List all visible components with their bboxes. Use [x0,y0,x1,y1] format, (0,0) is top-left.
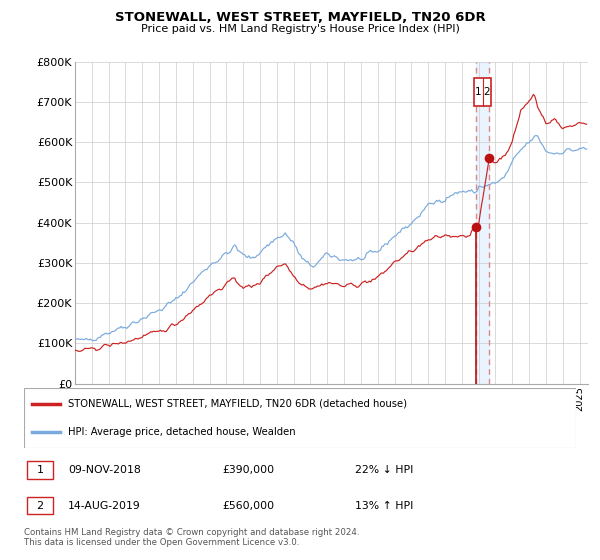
FancyBboxPatch shape [27,461,53,479]
Text: 22% ↓ HPI: 22% ↓ HPI [355,465,413,475]
Text: Price paid vs. HM Land Registry's House Price Index (HPI): Price paid vs. HM Land Registry's House … [140,24,460,34]
Text: 09-NOV-2018: 09-NOV-2018 [68,465,141,475]
FancyBboxPatch shape [27,497,53,515]
Text: 14-AUG-2019: 14-AUG-2019 [68,501,141,511]
FancyBboxPatch shape [24,388,576,448]
Text: 2: 2 [37,501,44,511]
Text: 13% ↑ HPI: 13% ↑ HPI [355,501,413,511]
Text: 1: 1 [37,465,44,475]
Text: 2: 2 [484,87,490,97]
Text: £390,000: £390,000 [223,465,275,475]
Text: Contains HM Land Registry data © Crown copyright and database right 2024.
This d: Contains HM Land Registry data © Crown c… [24,528,359,547]
Text: STONEWALL, WEST STREET, MAYFIELD, TN20 6DR (detached house): STONEWALL, WEST STREET, MAYFIELD, TN20 6… [68,399,407,409]
Text: 1: 1 [475,87,482,97]
Text: £560,000: £560,000 [223,501,275,511]
Text: HPI: Average price, detached house, Wealden: HPI: Average price, detached house, Weal… [68,427,296,437]
FancyBboxPatch shape [474,78,491,106]
Bar [476,62,489,384]
Text: STONEWALL, WEST STREET, MAYFIELD, TN20 6DR: STONEWALL, WEST STREET, MAYFIELD, TN20 6… [115,11,485,24]
